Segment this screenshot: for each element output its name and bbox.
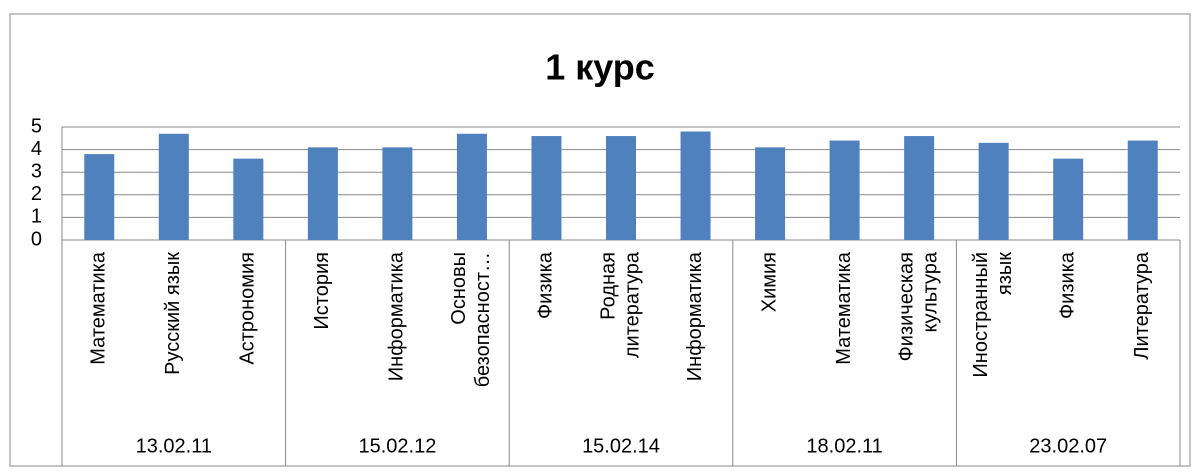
x-tick-label: Математика [833,251,855,365]
x-tick-label: культура [919,251,941,332]
y-tick-label: 3 [31,160,42,182]
x-tick-label: Физика [535,251,557,319]
bar [680,131,711,240]
group-label: 13.02.11 [136,435,212,457]
y-tick-label: 5 [31,115,42,137]
x-tick-label: История [311,252,333,330]
x-tick-label: язык [994,252,1016,295]
bar [233,158,264,240]
bar [1053,158,1084,240]
bar [1127,140,1158,240]
x-tick-label: Информатика [386,251,408,381]
bar [606,136,636,240]
y-tick-label: 4 [31,138,42,160]
group-label: 15.02.12 [358,435,436,457]
group-label: 18.02.11 [806,435,882,457]
x-tick-label: Родная [597,252,619,320]
bar [755,147,786,240]
bar [829,140,860,240]
y-tick-label: 1 [31,206,42,228]
bar [158,133,189,240]
x-tick-label: Химия [758,252,780,312]
chart-title: 1 курс [545,47,655,88]
bar [531,136,562,240]
bar [978,142,1009,240]
x-tick-label: Астрономия [237,252,259,365]
bar [456,133,487,240]
x-tick-label: безопасност… [472,252,494,387]
group-label: 23.02.07 [1029,435,1107,457]
y-tick-label: 2 [31,183,42,205]
bar [307,147,338,240]
x-tick-label: Русский язык [162,252,184,375]
y-tick-label: 0 [31,228,42,250]
group-label: 15.02.14 [582,435,660,457]
x-tick-label: Информатика [684,251,706,381]
x-tick-label: Физика [1056,251,1078,319]
x-tick-label: Иностранный [970,252,992,378]
x-tick-label: Основы [448,252,470,325]
bar [84,154,115,240]
bar [382,147,413,240]
x-tick-label: Литература [1131,251,1153,359]
x-tick-label: литература [621,251,643,358]
bar [904,136,935,240]
x-tick-label: Математика [88,251,110,365]
x-tick-label: Физическая [895,252,917,361]
